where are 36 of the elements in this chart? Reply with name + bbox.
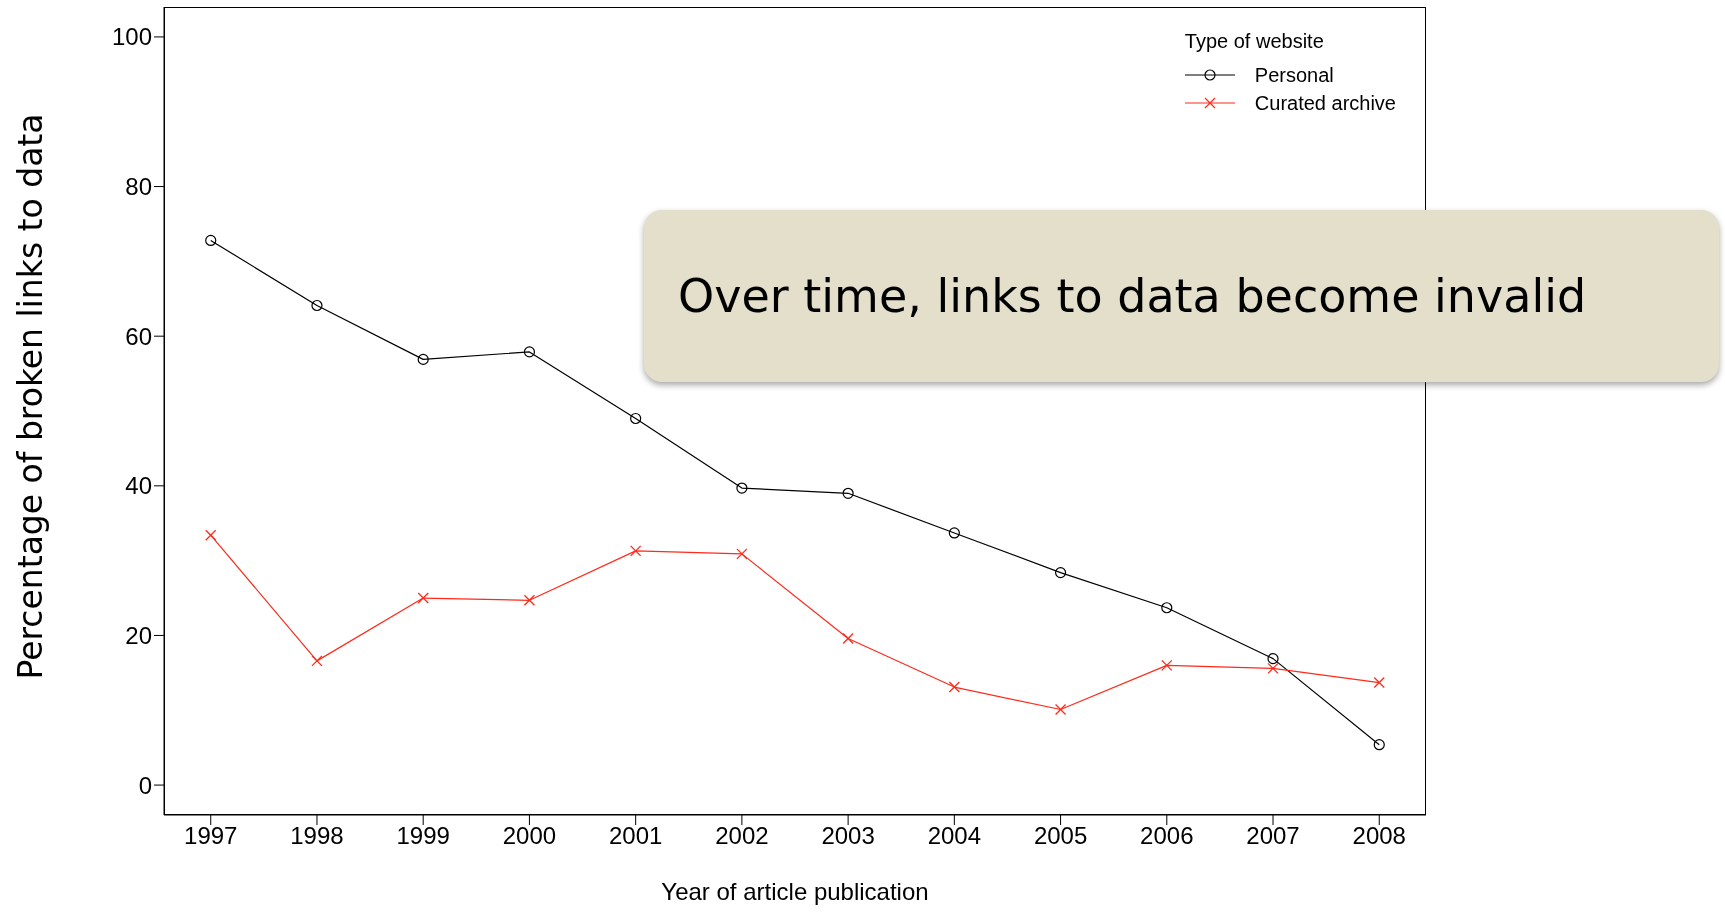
x-tick-label: 1998	[290, 822, 344, 850]
y-tick-label: 20	[125, 621, 152, 649]
point	[1373, 739, 1385, 751]
y-tick-label: 80	[125, 173, 152, 201]
x-tick-label: 1997	[184, 822, 238, 850]
x-tick-label: 2004	[927, 822, 982, 850]
legend-label: Curated archive	[1254, 91, 1396, 115]
y-tick-label: 40	[125, 472, 152, 500]
point	[417, 353, 429, 365]
y-tick-label: 0	[138, 771, 152, 799]
x-tick-label: 2006	[1140, 822, 1194, 850]
x-axis-title: Year of article publication	[661, 878, 929, 905]
x-tick-label: 1999	[396, 822, 450, 850]
x-tick-label: 2001	[608, 822, 663, 850]
x-tick-label: 2005	[1033, 822, 1088, 850]
x-tick-label: 2008	[1352, 822, 1406, 850]
point	[205, 234, 217, 247]
point	[736, 482, 748, 494]
point	[1267, 653, 1279, 665]
point	[523, 346, 536, 358]
point	[842, 487, 854, 499]
point	[1161, 602, 1173, 614]
point	[1054, 567, 1067, 579]
x-tick-label: 2000	[502, 822, 557, 850]
y-tick-label: 60	[125, 322, 152, 350]
x-tick-label: 2003	[821, 822, 875, 850]
point	[630, 412, 642, 425]
legend-label: Personal	[1254, 63, 1334, 87]
y-tick-label: 100	[111, 23, 152, 51]
point	[948, 527, 960, 539]
y-axis-title: Percentage of broken links to data	[10, 112, 50, 680]
point	[311, 299, 323, 312]
x-tick-label: 2002	[715, 822, 769, 850]
annotation: Over time, links to data become invalid	[678, 268, 1587, 325]
legend-title: Type of website	[1184, 30, 1325, 53]
x-tick-label: 2007	[1246, 822, 1300, 850]
